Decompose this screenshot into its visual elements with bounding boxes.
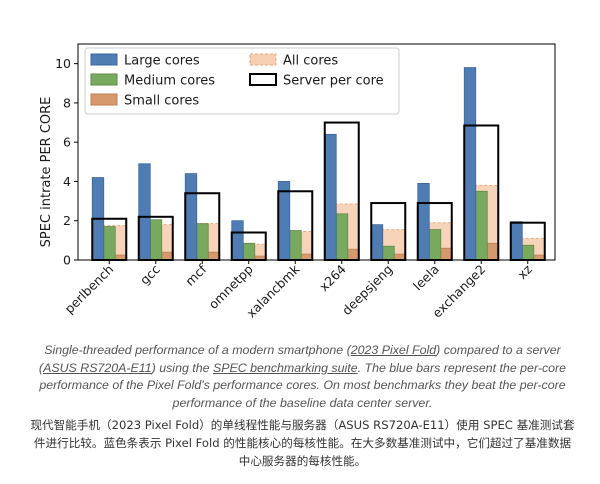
medium-cores-bar [475,190,488,261]
y-tick-label: 2 [63,213,71,228]
large-cores-bar [370,224,384,261]
y-tick-label: 8 [63,95,71,110]
english-caption: Single-threaded performance of a modern … [30,342,575,412]
caption-text: ) using the [151,360,213,375]
medium-cores-bar [196,223,209,261]
caption-text: . The blue bars represent the per-core p… [39,360,567,410]
legend-swatch-all-cores [249,53,277,66]
medium-cores-bar [103,226,116,261]
x-tick-label: perlbench [62,262,117,317]
y-tick-label: 0 [63,253,71,268]
small-cores-bar [486,242,500,261]
large-cores-bar [277,181,291,261]
legend-box [84,47,400,115]
small-cores-bar [440,247,453,261]
legend-swatch-large-cores [90,53,118,66]
pixel-fold-link[interactable]: 2023 Pixel Fold [350,343,437,357]
y-tick-label: 10 [55,56,71,71]
y-tick-label: 4 [63,174,71,189]
legend-label-server-per-core: Server per core [283,74,384,89]
large-cores-bar [463,67,477,261]
plot-frame [77,43,556,261]
medium-cores-bar [382,245,395,261]
legend-swatch-server-per-core [249,73,277,86]
spec-suite-link[interactable]: SPEC benchmarking suite [212,360,358,375]
asus-server-link[interactable]: ASUS RS720A-E11 [43,360,152,375]
x-tick-label: gcc [137,261,163,287]
small-cores-bar [207,251,221,261]
y-tick-label: 6 [63,135,71,150]
legend-label-small-cores: Small cores [124,94,199,109]
plot-area [91,67,546,262]
legend-swatch-small-cores [90,93,118,106]
medium-cores-bar [289,230,302,261]
medium-cores-bar [149,219,163,261]
medium-cores-bar [521,244,535,261]
large-cores-bar [184,173,198,261]
large-cores-bar [231,220,244,261]
x-tick-label: xz [514,261,535,282]
small-cores-bar [161,251,174,261]
x-tick-label: x264 [316,261,349,294]
large-cores-bar [324,133,337,261]
x-tick-label: deepsjeng [339,262,395,318]
x-tick-label: mcf [182,261,210,289]
caption-text: Single-threaded performance of a modern … [44,343,351,357]
legend-swatch-medium-cores [90,73,118,86]
large-cores-bar [510,221,523,261]
x-tick-label: leela [410,262,442,294]
medium-cores-bar [428,229,442,261]
chinese-caption: 现代智能手机（2023 Pixel Fold）的单线程性能与服务器（ASUS R… [30,418,575,468]
legend-label-medium-cores: Medium cores [124,74,215,89]
legend-label-large-cores: Large cores [124,54,200,69]
large-cores-bar [138,163,151,261]
medium-cores-bar [335,213,349,261]
legend: Large cores Medium cores Small cores All co… [84,47,400,115]
caption-text: ) compared to a server ( [38,343,561,375]
large-cores-bar [417,183,430,261]
y-axis-title: SPEC intrate PER CORE [39,97,54,248]
medium-cores-bar [242,242,256,261]
small-cores-bar [347,248,360,261]
legend-label-all-cores: All cores [283,54,338,69]
